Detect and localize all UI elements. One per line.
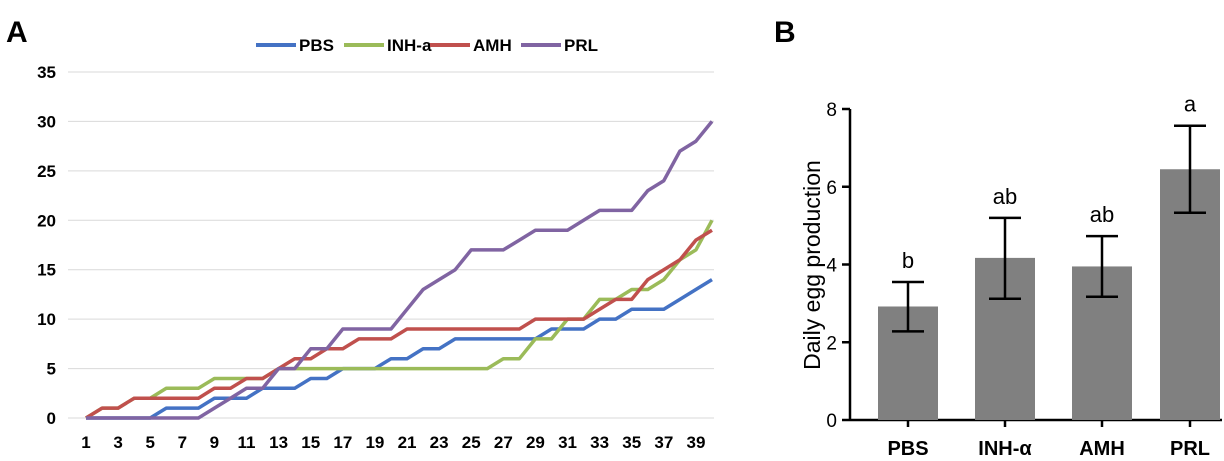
y-tick-label: 8: [826, 100, 837, 121]
series-line-pbs: [86, 278, 713, 420]
x-tick-label: 9: [210, 433, 219, 452]
x-tick-label: 3: [113, 433, 122, 452]
significance-label: a: [1184, 92, 1197, 117]
legend-label: PRL: [564, 36, 598, 55]
x-tick-label: 19: [365, 433, 384, 452]
x-tick-label: 29: [526, 433, 545, 452]
category-label: PRL: [1170, 438, 1210, 460]
panel-a-label: A: [6, 16, 28, 49]
panel-b-label: B: [774, 16, 796, 49]
x-tick-label: 5: [145, 433, 154, 452]
x-tick-label: 35: [622, 433, 641, 452]
y-tick-label: 10: [37, 310, 56, 329]
y-tick-label: 5: [47, 360, 56, 379]
x-tick-label: 7: [178, 433, 187, 452]
category-label: INH-α: [978, 438, 1032, 460]
series-line-prl: [86, 120, 714, 420]
x-tick-label: 33: [590, 433, 609, 452]
x-tick-label: 13: [269, 433, 288, 452]
significance-label: ab: [1090, 202, 1114, 227]
x-tick-label: 11: [238, 433, 256, 452]
x-tick-label: 21: [398, 433, 417, 452]
significance-label: b: [902, 248, 914, 273]
legend-label: PBS: [299, 36, 334, 55]
x-tick-label: 27: [494, 433, 513, 452]
legend-label: AMH: [473, 36, 512, 55]
y-tick-label: 20: [37, 211, 56, 230]
legend-label: INH-a: [387, 36, 432, 55]
y-tick-label: 0: [826, 411, 837, 432]
y-axis-label: Daily egg production: [799, 160, 825, 370]
x-tick-label: 15: [301, 433, 320, 452]
series-line-amh: [85, 228, 713, 420]
significance-label: ab: [993, 184, 1017, 209]
x-tick-label: 23: [430, 433, 449, 452]
category-label: AMH: [1079, 438, 1125, 460]
x-tick-label: 37: [654, 433, 673, 452]
y-tick-label: 4: [826, 256, 837, 277]
y-tick-label: 0: [47, 409, 56, 428]
y-tick-label: 25: [37, 162, 56, 181]
y-tick-label: 35: [37, 63, 56, 82]
y-tick-label: 30: [37, 112, 56, 131]
x-tick-label: 31: [558, 433, 577, 452]
y-tick-label: 2: [826, 333, 837, 354]
y-tick-label: 6: [826, 178, 837, 199]
x-tick-label: 39: [686, 433, 705, 452]
x-tick-label: 1: [81, 433, 90, 452]
x-tick-label: 25: [462, 433, 481, 452]
series-line-inh-a: [85, 219, 714, 420]
y-tick-label: 15: [37, 261, 56, 280]
x-tick-label: 17: [333, 433, 352, 452]
bar-chart-b: 0 2 4 6 8 Daily egg production b PBS ab INH-α ab AM…: [799, 92, 1222, 460]
category-label: PBS: [887, 438, 928, 460]
